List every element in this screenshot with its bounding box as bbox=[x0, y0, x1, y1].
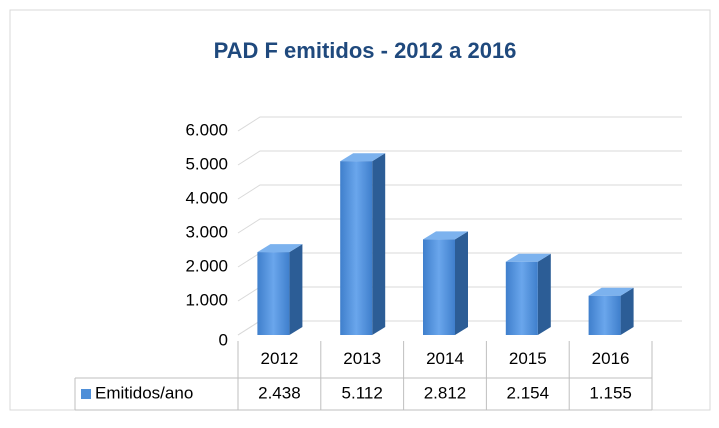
grid-line bbox=[237, 150, 682, 166]
bar-side bbox=[289, 244, 303, 335]
y-tick-label: 3.000 bbox=[185, 222, 228, 241]
bar-top bbox=[588, 287, 634, 296]
bar bbox=[588, 295, 621, 335]
bar-side bbox=[620, 287, 634, 335]
bar bbox=[340, 161, 373, 335]
bar bbox=[505, 261, 538, 335]
x-tick-label: 2016 bbox=[592, 349, 630, 368]
x-tick-label: 2012 bbox=[260, 349, 298, 368]
bar-side bbox=[372, 153, 386, 335]
bar-side bbox=[455, 231, 468, 335]
grid-line bbox=[237, 116, 682, 132]
bar-top bbox=[423, 231, 468, 240]
data-label: 1.155 bbox=[589, 383, 632, 402]
grid-line bbox=[237, 184, 682, 200]
y-tick-label: 6.000 bbox=[185, 120, 228, 139]
y-tick-label: 2.000 bbox=[185, 256, 228, 275]
x-tick-label: 2014 bbox=[426, 349, 464, 368]
data-label: 2.812 bbox=[424, 383, 467, 402]
data-label: 2.438 bbox=[258, 383, 301, 402]
grid-line bbox=[237, 218, 682, 234]
y-tick-label: 1.000 bbox=[185, 290, 228, 309]
x-tick-label: 2013 bbox=[343, 349, 381, 368]
y-tick-label: 5.000 bbox=[185, 154, 228, 173]
bar-top bbox=[257, 244, 303, 253]
data-label: 5.112 bbox=[342, 383, 383, 402]
bar-side bbox=[537, 253, 551, 335]
bar bbox=[423, 239, 455, 335]
legend-label: Emitidos/ano bbox=[95, 383, 193, 402]
bar bbox=[257, 252, 290, 335]
bar-top bbox=[505, 253, 551, 262]
bar-top bbox=[340, 153, 386, 162]
y-tick-label: 0 bbox=[219, 330, 228, 349]
x-tick-label: 2015 bbox=[509, 349, 547, 368]
y-tick-label: 4.000 bbox=[185, 188, 228, 207]
chart-title: PAD F emitidos - 2012 a 2016 bbox=[214, 38, 517, 63]
legend-swatch bbox=[81, 389, 91, 399]
data-label: 2.154 bbox=[507, 383, 550, 402]
